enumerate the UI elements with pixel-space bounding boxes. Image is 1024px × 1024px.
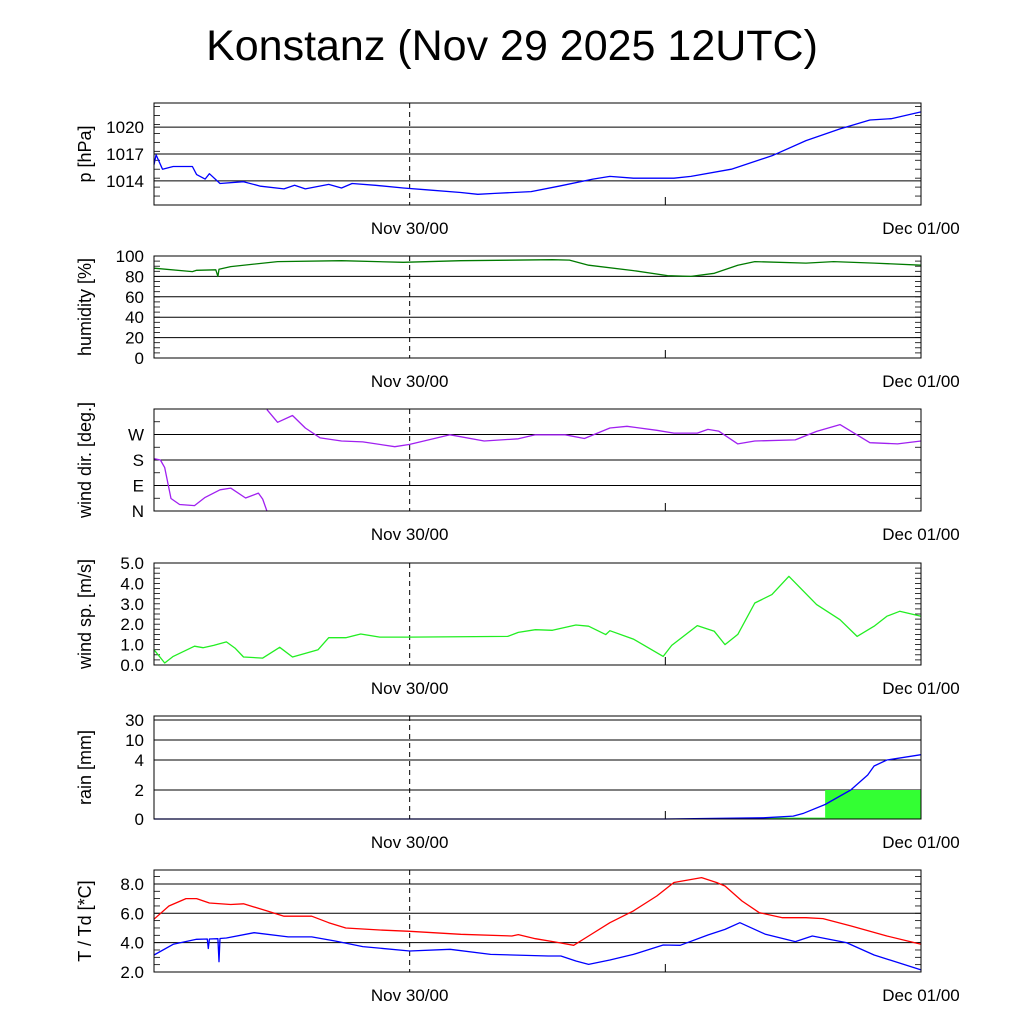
y-tick-label: S [133,451,144,470]
y-axis-label: wind dir. [deg.] [75,402,95,519]
y-tick-label: 10 [125,731,144,750]
y-tick-label: 3.0 [120,595,144,614]
x-tick-label: Dec 01/00 [882,219,960,238]
x-tick-label: Nov 30/00 [371,679,449,698]
x-tick-label: Dec 01/00 [882,986,960,1005]
plot-frame [153,715,922,820]
x-tick-label: Nov 30/00 [371,219,449,238]
y-axis-label: rain [mm] [75,730,95,805]
y-tick-label: 5.0 [120,554,144,573]
y-tick-label: 4 [135,751,144,770]
series-line-wind-direction-early- [153,457,268,512]
series-line-t [153,876,922,946]
y-tick-label: 1020 [106,118,144,137]
y-tick-label: 60 [125,288,144,307]
y-tick-label: 80 [125,267,144,286]
x-tick-label: Dec 01/00 [882,372,960,391]
y-tick-label: E [133,477,144,496]
series-line-wind-speed [153,575,922,664]
rain-bar [825,790,921,819]
panel-pressure: 1014 1017 1020 Nov 30/00 Dec 01/00 p [hPa] [75,102,960,238]
x-tick-label: Nov 30/00 [371,525,449,544]
y-tick-label: 4.0 [120,574,144,593]
rain-bar [763,817,826,819]
y-tick-label: N [132,502,144,521]
y-tick-label: 2 [135,781,144,800]
y-axis-label: T / Td [*C] [75,880,95,961]
plot-frame [153,102,922,206]
panel-wind_speed: 0.01.0 2.03.0 4.05.0 Nov 30/00 Dec 01/00 wind… [75,554,960,698]
x-tick-label: Nov 30/00 [371,986,449,1005]
y-tick-label: 1014 [106,172,144,191]
x-tick-label: Nov 30/00 [371,372,449,391]
x-tick-label: Dec 01/00 [882,525,960,544]
y-tick-label: 2.0 [120,963,144,982]
y-tick-label: 20 [125,329,144,348]
y-tick-label: 0 [135,810,144,829]
y-tick-label: 0 [135,349,144,368]
y-tick-label: 2.0 [120,615,144,634]
plot-frame [153,869,922,973]
series-line-pressure [153,111,922,195]
series-line-wind-direction [266,409,922,448]
y-tick-label: 6.0 [120,904,144,923]
y-tick-label: 0.0 [120,656,144,675]
y-axis-label: p [hPa] [75,125,95,182]
y-tick-label: W [128,426,144,445]
y-axis-label: humidity [%] [75,258,95,356]
series-line-td [153,922,922,971]
y-tick-label: 8.0 [120,875,144,894]
y-tick-label: 40 [125,308,144,327]
y-tick-label: 1017 [106,145,144,164]
panel-temperature: 2.0 4.0 6.0 8.0 Nov 30/00 Dec 01/00 T / Td [*C… [75,869,960,1005]
plot-frame [153,408,922,512]
plot-frame [153,562,922,666]
series-line-humidity [153,259,922,278]
y-tick-label: 30 [125,711,144,730]
x-tick-label: Dec 01/00 [882,679,960,698]
x-tick-label: Dec 01/00 [882,833,960,852]
x-tick-label: Nov 30/00 [371,833,449,852]
series-line-accumulated-rain [154,754,922,820]
y-tick-label: 4.0 [120,934,144,953]
y-tick-label: 100 [116,247,144,266]
y-axis-label: wind sp. [m/s] [75,559,95,670]
chart-title: Konstanz (Nov 29 2025 12UTC) [206,22,818,70]
y-tick-label: 1.0 [120,636,144,655]
plot-frame [153,255,922,359]
